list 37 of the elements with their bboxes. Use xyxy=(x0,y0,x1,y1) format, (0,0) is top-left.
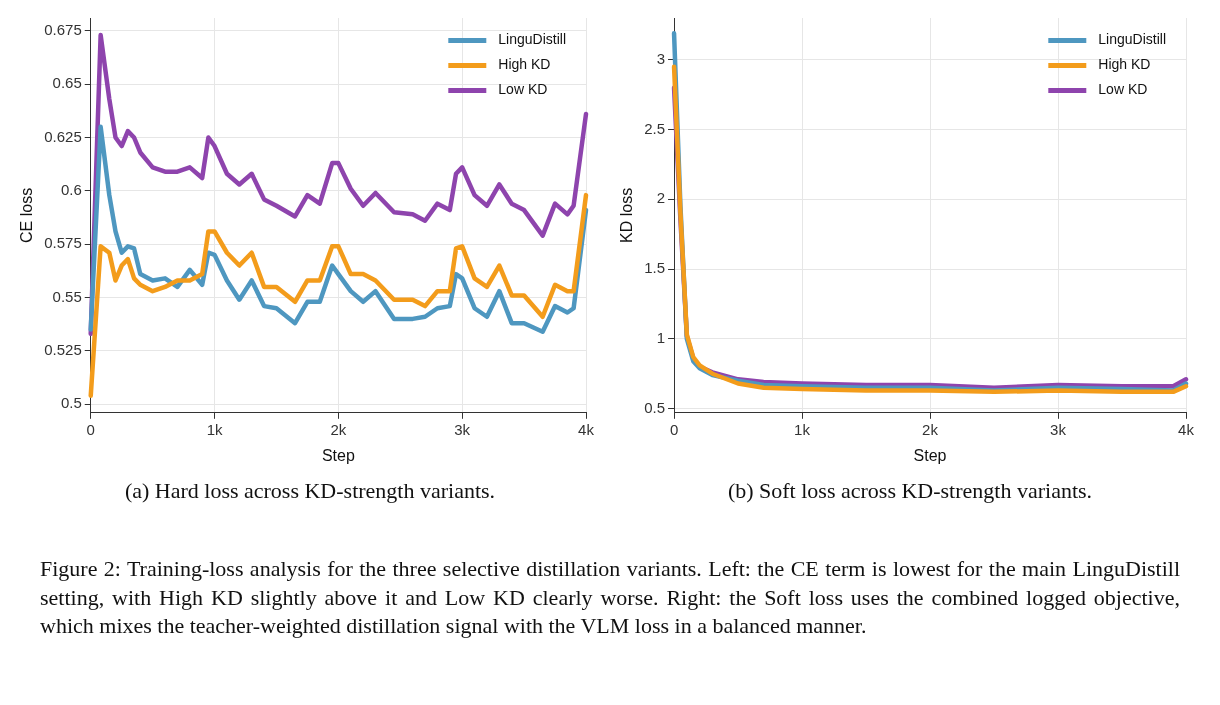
y-tick-label: 0.65 xyxy=(52,74,82,92)
legend-label: LinguDistill xyxy=(498,31,567,48)
y-tick-label: 0.55 xyxy=(52,287,82,305)
legend-label: Low KD xyxy=(1098,81,1148,98)
caption: Figure 2: Training-loss analysis for the three selective distillation variants. Left: the CE term is lowest for the main LinguDistill setting, with High KD slightly above it and Low KD clearly worse. Right: the Soft loss uses the combined logged objective, which mixes the teacher-weighted distillation signal with the VLM loss in a balanced manner. xyxy=(40,555,1180,641)
y-tick-label: 0.625 xyxy=(44,127,82,145)
y-axis-title: KD loss xyxy=(618,187,636,243)
x-tick-label: 4k xyxy=(1178,420,1195,438)
x-tick-label: 3k xyxy=(1050,420,1067,438)
x-tick-label: 1k xyxy=(794,420,811,438)
y-tick-label: 0.5 xyxy=(644,398,666,416)
x-tick-label: 2k xyxy=(330,420,347,438)
x-tick-label: 0 xyxy=(86,420,95,438)
x-tick-label: 0 xyxy=(669,420,679,438)
y-tick-label: 1 xyxy=(656,329,666,346)
legend-label: High KD xyxy=(498,56,551,73)
legend-label: Low KD xyxy=(498,81,548,98)
x-tick-label: 3k xyxy=(454,420,471,438)
y-tick-label: 2 xyxy=(656,189,666,207)
text: (b) Soft loss across KD-strength variants. xyxy=(726,478,1094,504)
y-tick-label: 3 xyxy=(656,49,666,67)
y-axis-title: CE loss xyxy=(18,187,36,243)
x-tick-label: 4k xyxy=(578,420,595,438)
y-tick-label: 0.575 xyxy=(44,234,82,252)
legend-label: High KD xyxy=(1098,56,1151,73)
x-tick-label: 2k xyxy=(922,420,939,438)
y-tick-label: 0.675 xyxy=(44,20,82,38)
x-axis-title: Step xyxy=(321,446,355,464)
x-tick-label: 1k xyxy=(206,420,223,438)
y-tick-label: 1.5 xyxy=(644,259,666,277)
y-tick-label: 2.5 xyxy=(644,119,666,137)
text: (a) Hard loss across KD-strength variants. xyxy=(123,478,497,504)
y-tick-label: 0.525 xyxy=(44,341,82,359)
x-axis-title: Step xyxy=(913,446,947,464)
legend-label: LinguDistill xyxy=(1098,31,1167,48)
y-tick-label: 0.6 xyxy=(60,181,82,198)
y-tick-label: 0.5 xyxy=(60,394,82,412)
